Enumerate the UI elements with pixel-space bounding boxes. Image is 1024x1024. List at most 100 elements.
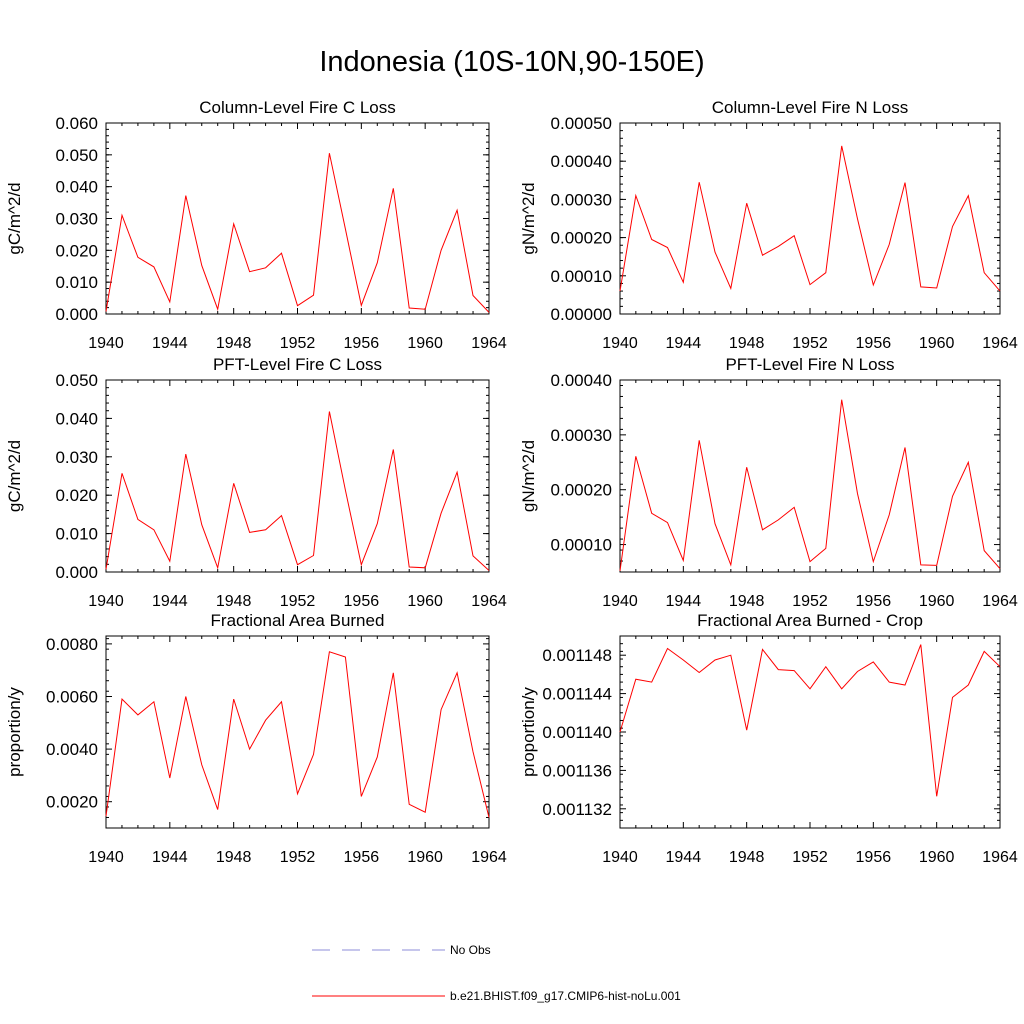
x-tick-label: 1956 [344,335,380,352]
x-tick-label: 1940 [602,849,638,866]
panel-title: Fractional Area Burned [211,611,385,630]
x-tick-label: 1952 [280,593,316,610]
y-tick-label: 0.020 [55,241,98,260]
x-tick-label: 1956 [856,335,892,352]
y-tick-label: 0.030 [55,448,98,467]
x-tick-label: 1952 [792,593,828,610]
y-tick-label: 0.00020 [551,481,612,500]
y-tick-label: 0.040 [55,409,98,428]
panel-title: Fractional Area Burned - Crop [697,611,923,630]
x-tick-label: 1964 [982,335,1018,352]
y-tick-label: 0.001140 [542,723,612,742]
y-tick-label: 0.050 [55,371,98,390]
y-tick-label: 0.0040 [46,740,98,759]
x-tick-label: 1940 [88,849,124,866]
y-tick-label: 0.030 [55,210,98,229]
x-tick-label: 1964 [982,849,1018,866]
y-axis-label: proportion/y [519,687,538,777]
y-axis-label: gN/m^2/d [519,182,538,254]
x-tick-label: 1944 [152,849,188,866]
x-tick-label: 1960 [919,335,955,352]
y-tick-label: 0.00020 [551,229,612,248]
series-line [619,644,1001,797]
x-tick-label: 1944 [666,593,702,610]
x-tick-label: 1960 [919,593,955,610]
x-tick-label: 1952 [792,335,828,352]
x-tick-label: 1948 [729,593,765,610]
x-tick-label: 1944 [666,849,702,866]
x-tick-label: 1944 [152,335,188,352]
plot-frame [105,379,490,573]
x-tick-label: 1960 [407,849,443,866]
x-tick-label: 1948 [729,335,765,352]
plot-frame [619,122,1001,315]
x-tick-label: 1940 [88,335,124,352]
x-tick-label: 1956 [344,849,380,866]
x-tick-label: 1940 [88,593,124,610]
y-tick-label: 0.00010 [551,267,612,286]
legend-label-no-obs: No Obs [450,943,491,957]
y-tick-label: 0.00030 [551,426,612,445]
y-tick-label: 0.040 [55,178,98,197]
y-tick-label: 0.001132 [542,800,612,819]
x-tick-label: 1948 [216,849,252,866]
y-tick-label: 0.020 [55,486,98,505]
y-tick-label: 0.00050 [551,114,612,133]
y-tick-label: 0.000 [55,563,98,582]
legend-label-model: b.e21.BHIST.f09_g17.CMIP6-hist-noLu.001 [450,989,681,1003]
plot-frame [619,379,1001,573]
main-title: Indonesia (10S-10N,90-150E) [319,46,705,78]
y-tick-label: 0.0080 [46,635,98,654]
panel-title: Column-Level Fire N Loss [712,98,909,117]
y-tick-label: 0.0060 [46,687,98,706]
y-axis-label: proportion/y [5,687,24,777]
x-tick-label: 1948 [729,849,765,866]
y-tick-label: 0.00010 [551,536,612,555]
x-tick-label: 1964 [471,849,507,866]
x-tick-label: 1948 [216,593,252,610]
chart-panel-1: 1940 1944 1948 1952 1956 1960 1964 0.000 0.010 0.… [5,98,507,352]
chart-panel-3: 1940 1944 1948 1952 1956 1960 1964 0.000 0.010 0.… [5,355,507,610]
chart-panel-5: 1940 1944 1948 1952 1956 1960 1964 0.0020 0.0040… [5,611,507,866]
x-tick-label: 1952 [280,849,316,866]
plot-frame [105,635,490,829]
x-tick-label: 1940 [602,335,638,352]
panel-title: PFT-Level Fire N Loss [725,355,894,374]
series-line [619,145,1001,292]
y-tick-label: 0.001136 [542,761,612,780]
y-tick-label: 0.001148 [542,646,612,665]
y-tick-label: 0.060 [55,114,98,133]
panel-title: PFT-Level Fire C Loss [213,355,382,374]
series-line [619,399,1001,571]
panel-title: Column-Level Fire C Loss [199,98,396,117]
chart-panel-4: 1940 1944 1948 1952 1956 1960 1964 0.00010 0.000… [519,355,1018,610]
x-tick-label: 1944 [152,593,188,610]
x-tick-label: 1960 [919,849,955,866]
series-line [105,411,490,571]
y-axis-label: gC/m^2/d [5,182,24,254]
plot-frame [619,635,1001,829]
y-tick-label: 0.010 [55,525,98,544]
y-tick-label: 0.00030 [551,190,612,209]
x-tick-label: 1944 [666,335,702,352]
x-tick-label: 1952 [280,335,316,352]
y-tick-label: 0.010 [55,273,98,292]
x-tick-label: 1964 [982,593,1018,610]
y-tick-label: 0.001144 [542,685,612,704]
y-tick-label: 0.00040 [551,152,612,171]
chart-panel-6: 1940 1944 1948 1952 1956 1960 1964 0.001132 0.00… [519,611,1018,866]
x-tick-label: 1956 [856,593,892,610]
y-tick-label: 0.00040 [551,371,612,390]
x-tick-label: 1952 [792,849,828,866]
series-line [105,651,490,818]
y-tick-label: 0.050 [55,146,98,165]
y-tick-label: 0.00000 [551,305,612,324]
x-tick-label: 1964 [471,593,507,610]
x-tick-label: 1956 [344,593,380,610]
y-tick-label: 0.000 [55,305,98,324]
x-tick-label: 1964 [471,335,507,352]
y-axis-label: gC/m^2/d [5,440,24,512]
x-tick-label: 1940 [602,593,638,610]
series-line [105,153,490,313]
